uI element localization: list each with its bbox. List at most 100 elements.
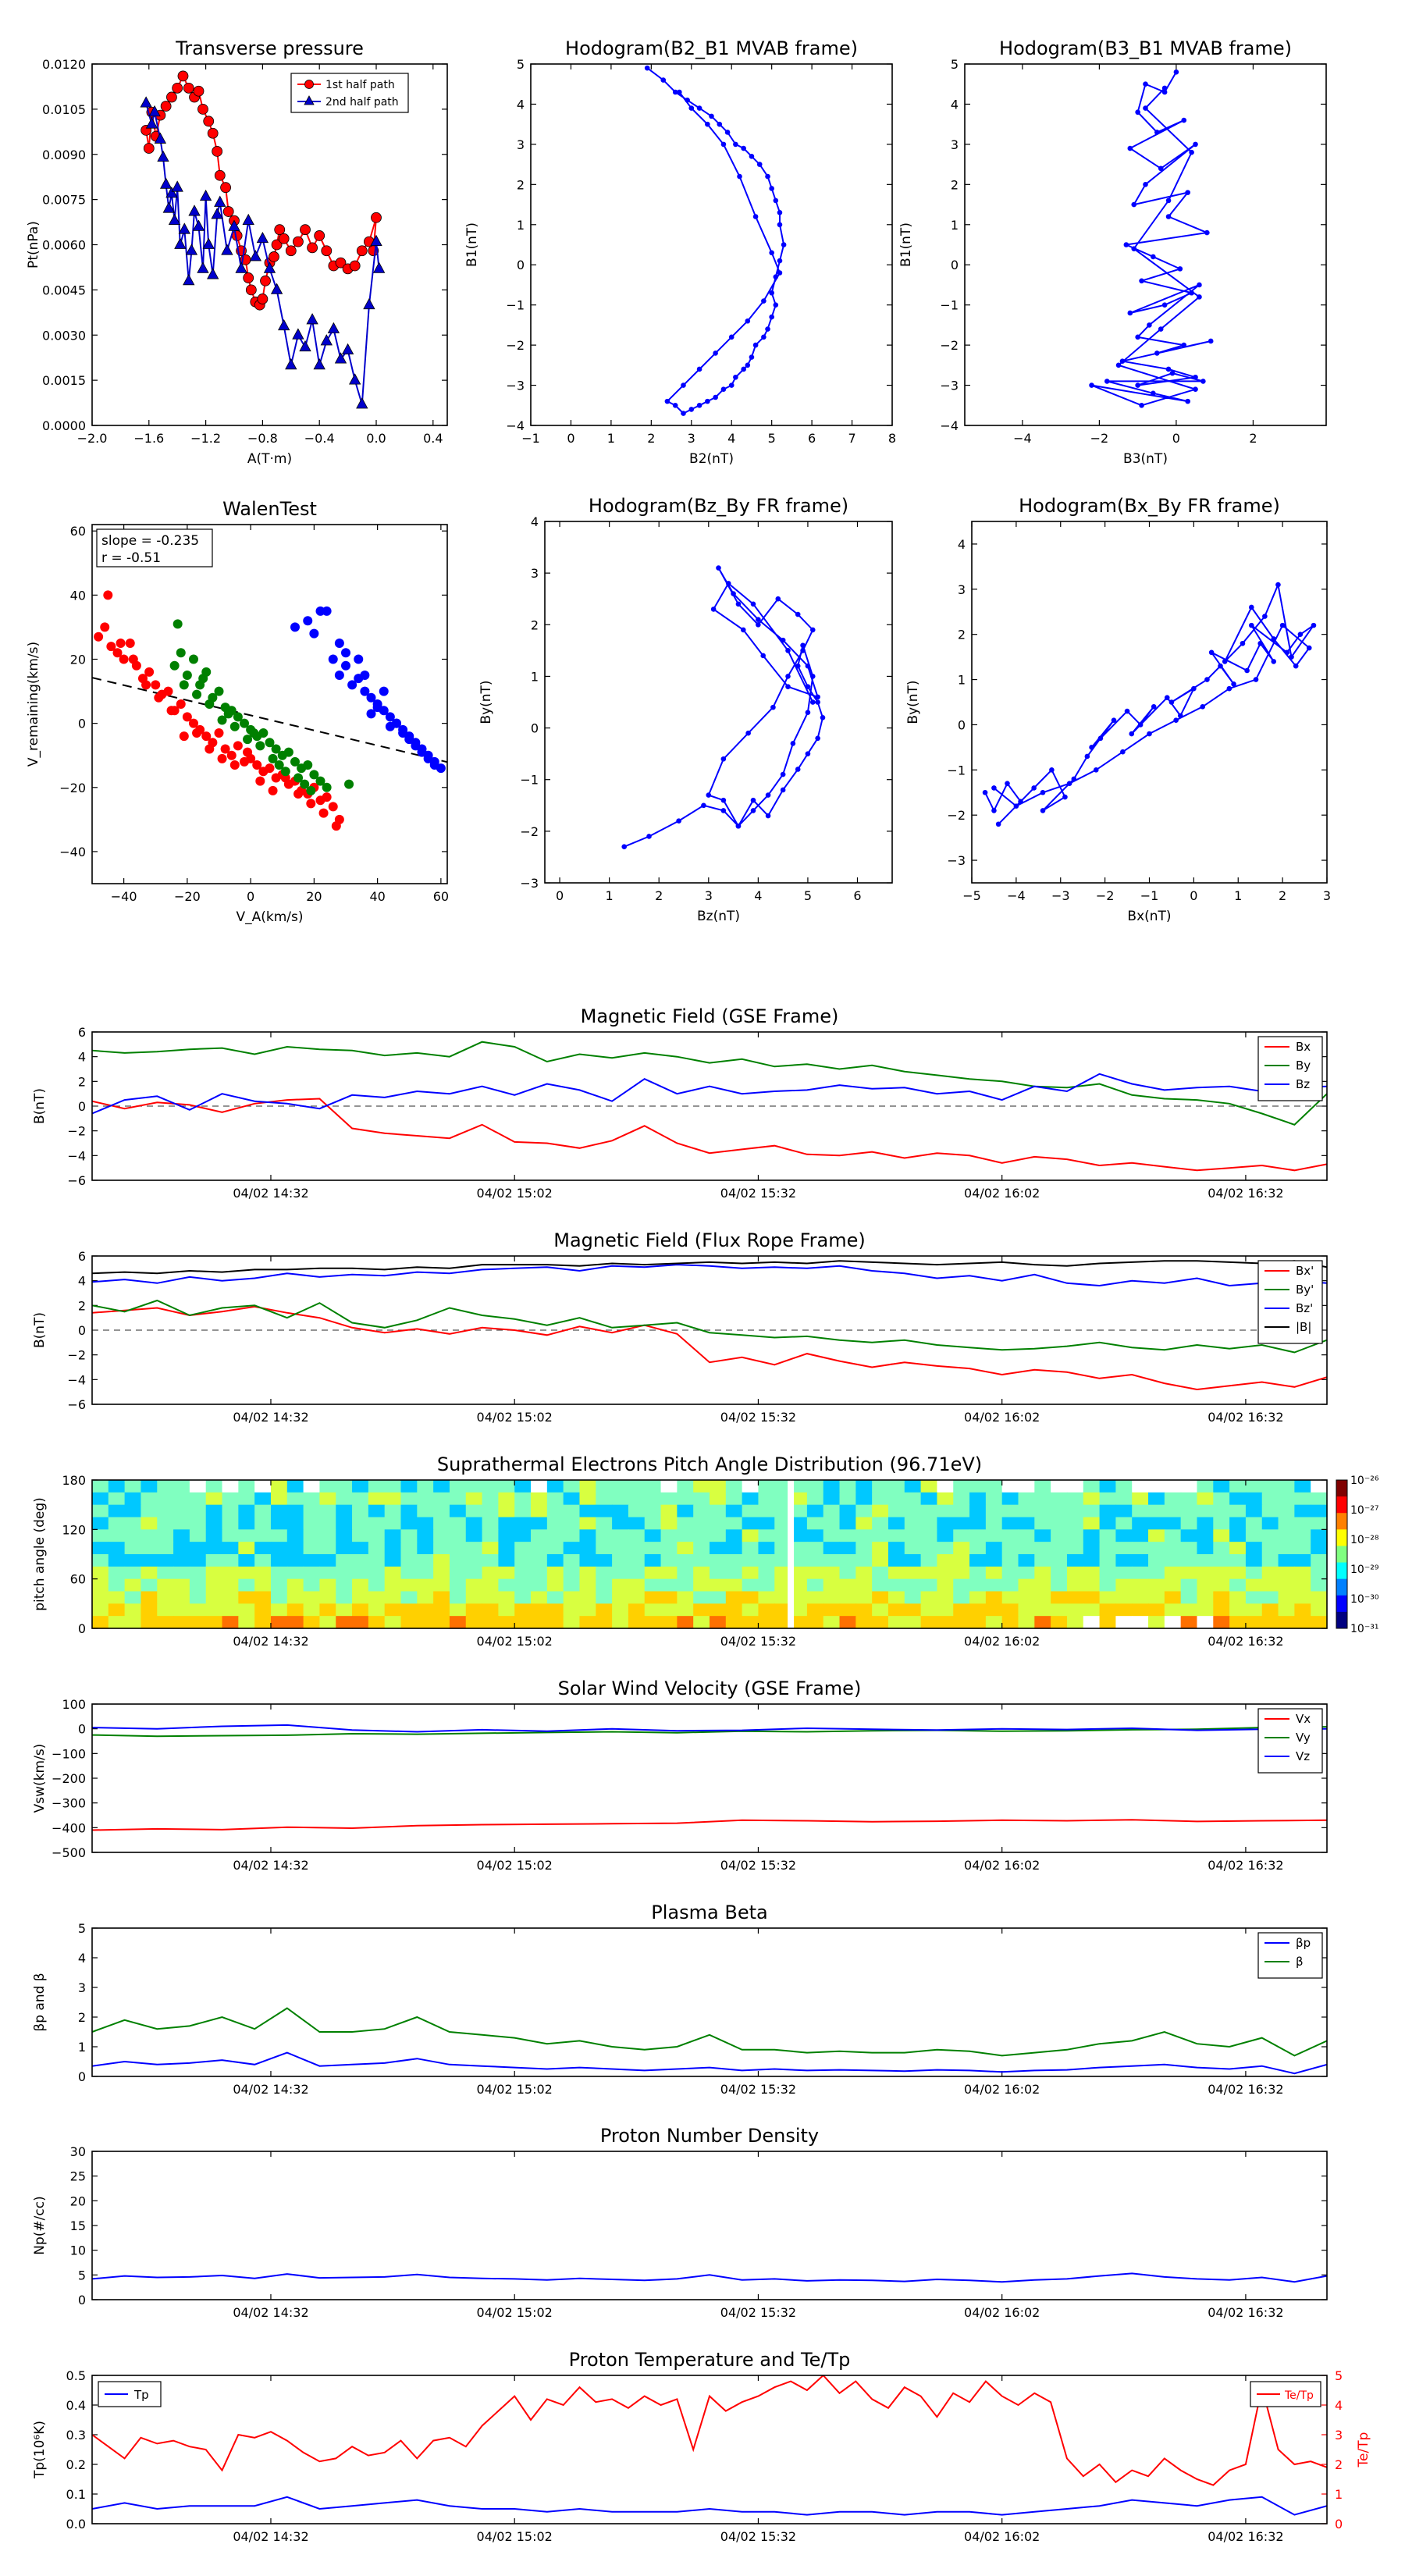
x-tick-label: 04/02 16:32 [1208,1634,1283,1649]
heatmap-cell [189,1542,207,1555]
data-point [720,808,727,813]
heatmap-cell [969,1616,987,1629]
heatmap-cell [1261,1529,1279,1542]
plot-frame [91,1703,1328,1853]
data-point [106,642,116,652]
data-point [322,782,332,792]
data-point [1271,636,1277,642]
heatmap-cell [1278,1542,1295,1555]
data-point [740,627,746,633]
data-point [172,82,183,94]
heatmap-cell [352,1542,369,1555]
data-point [720,386,727,393]
data-point [1143,105,1148,111]
heatmap-cell [872,1517,889,1530]
x-tick-label: 40 [369,889,385,904]
data-point [1168,699,1175,705]
chart-title: Hodogram(Bz_By FR frame) [589,495,848,517]
heatmap-cell [1164,1603,1182,1617]
heatmap-cell [1197,1504,1214,1518]
x-axis-label: Bz(nT) [697,909,740,924]
heatmap-cell [710,1603,727,1617]
data-point [749,154,755,159]
heatmap-cell [839,1504,856,1518]
heatmap-cell [855,1566,873,1580]
heatmap-cell [1148,1504,1165,1518]
heatmap-cell [872,1591,889,1604]
heatmap-cell [482,1603,499,1617]
heatmap-cell [1132,1578,1149,1592]
heatmap-cell [173,1578,190,1592]
chart-hodogram-bx-by: Hodogram(Bx_By FR frame)−5 −4 −3 −2 −1 0 1 2 3−3… [905,495,1331,924]
y-right-tick-label: 0 [1335,2517,1343,2532]
heatmap-cell [953,1529,970,1542]
series-line-vx [92,1819,1327,1831]
heatmap-cell [1245,1603,1263,1617]
x-axis-label: Bx(nT) [1127,909,1171,924]
heatmap-cell [303,1504,321,1518]
data-point [179,680,189,690]
heatmap-cell [969,1603,987,1617]
data-point [356,397,368,409]
data-point [1119,358,1126,364]
data-point [1161,302,1168,308]
heatmap-cell [628,1554,646,1567]
heatmap-cell [270,1492,288,1506]
heatmap-cell [660,1616,678,1629]
heatmap-cell [1278,1517,1295,1530]
x-tick-label: 04/02 15:02 [477,2082,553,2097]
data-point [716,565,721,571]
heatmap-cell [1018,1591,1035,1604]
heatmap-cell [644,1529,662,1542]
heatmap-cell [238,1529,255,1542]
x-tick-label: 5 [804,888,812,903]
heatmap-cell [806,1554,824,1567]
heatmap-cell [887,1566,905,1580]
x-tick-label: 6 [808,431,816,446]
heatmap-cell [531,1517,548,1530]
heatmap-cell [1164,1566,1182,1580]
heatmap-cell [1213,1517,1230,1530]
series-line-0 [1091,71,1211,407]
data-point [371,212,382,223]
data-point [321,245,333,257]
data-point [372,262,386,273]
heatmap-cell [189,1603,207,1617]
x-tick-label: 20 [306,889,322,904]
heatmap-cell [806,1578,824,1592]
data-point [404,735,414,745]
heatmap-cell [352,1566,369,1580]
heatmap-cell [1132,1480,1149,1493]
y-tick-label: −300 [52,1796,86,1811]
data-point [252,760,262,770]
heatmap-cell [286,1591,304,1604]
heatmap-cell [1066,1566,1084,1580]
data-point [773,197,779,204]
data-point [1127,145,1133,151]
heatmap-cell [1229,1566,1247,1580]
data-point [315,776,325,786]
heatmap-cell [254,1517,272,1530]
heatmap-cell [108,1492,126,1506]
heatmap-cell [417,1566,434,1580]
heatmap-cell [222,1554,239,1567]
data-point [713,350,718,356]
heatmap-cell [286,1603,304,1617]
data-point [720,756,727,762]
data-point [769,290,774,296]
heatmap-cell [1018,1480,1035,1493]
heatmap-cell [498,1554,515,1567]
heatmap-cell [1018,1603,1035,1617]
heatmap-cell [628,1504,646,1518]
data-point [314,230,325,241]
x-tick-label: 3 [688,431,695,446]
y-tick-label: 100 [62,1697,86,1712]
heatmap-cell [677,1603,694,1617]
data-point [1062,794,1068,800]
legend-label: Bx' [1296,1264,1314,1278]
data-point [271,744,281,754]
heatmap-cell [124,1603,142,1617]
series-line-tp [92,2496,1327,2516]
data-point [1208,649,1215,656]
chart-magnetic-field-gse: Magnetic Field (GSE Frame)04/02 14:32 04/… [32,1005,1328,1201]
